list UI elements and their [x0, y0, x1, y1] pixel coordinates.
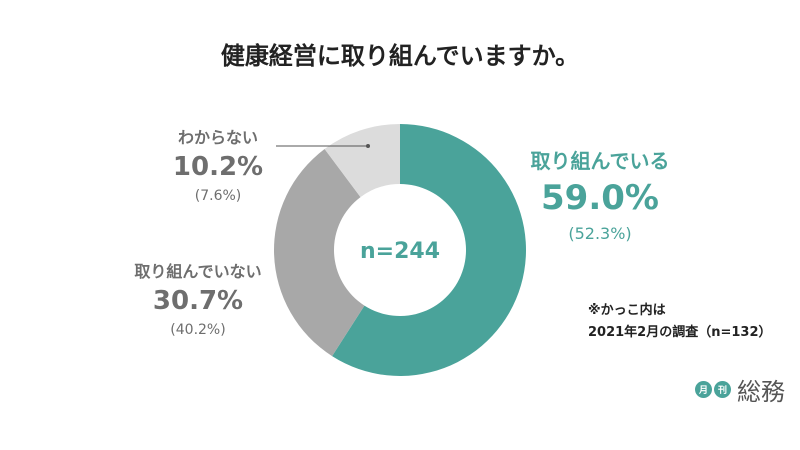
leader-dot: [366, 144, 370, 148]
logo-word: 総務: [737, 378, 785, 406]
slice-no-name: 取り組んでいない: [134, 262, 262, 281]
slice-no-previous: (40.2%): [170, 322, 226, 338]
note-line-2: 2021年2月の調査（n=132）: [588, 325, 772, 340]
logo-badge-1: 月: [695, 381, 712, 398]
slice-unknown-previous: (7.6%): [194, 188, 242, 204]
slice-label-yes: 取り組んでいる 59.0% (52.3%): [505, 145, 695, 243]
slice-no-value: 30.7%: [152, 286, 244, 316]
publisher-logo: 月 刊 総務: [695, 372, 785, 407]
slice-no: [273, 149, 365, 357]
slice-label-no: 取り組んでいない 30.7% (40.2%): [108, 258, 288, 338]
slice-unknown-name: わからない: [177, 128, 258, 147]
slice-yes-value: 59.0%: [541, 178, 659, 218]
center-label: n=244: [360, 239, 440, 264]
slice-label-unknown: わからない 10.2% (7.6%): [148, 124, 288, 204]
logo-badge-2: 刊: [714, 381, 731, 398]
slice-yes-previous: (52.3%): [568, 224, 632, 243]
slice-unknown-value: 10.2%: [172, 152, 264, 182]
slice-yes: [332, 124, 526, 376]
slice-unknown: [324, 124, 400, 198]
slice-yes-name: 取り組んでいる: [530, 149, 670, 173]
survey-note: ※かっこ内は 2021年2月の調査（n=132）: [588, 300, 772, 344]
chart-title: 健康経営に取り組んでいますか。: [220, 42, 580, 70]
note-line-1: ※かっこ内は: [588, 303, 666, 318]
